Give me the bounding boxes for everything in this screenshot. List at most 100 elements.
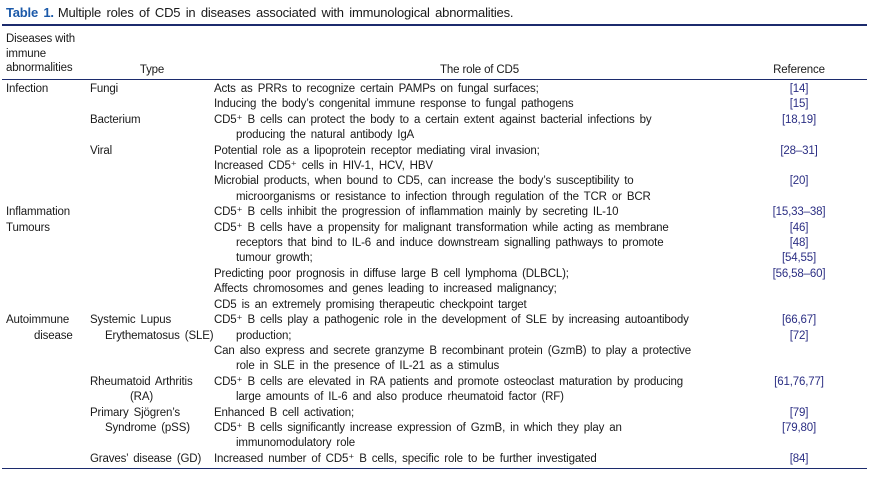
cell-reference[interactable]: [72] (789, 329, 809, 342)
table-caption-label: Table 1. (6, 5, 54, 20)
table-row: (RA) large amounts of IL-6 and also produ… (6, 390, 867, 405)
column-header-diseases-line1: Diseases with (6, 33, 75, 46)
cell-reference[interactable]: [28–31] (780, 144, 818, 157)
column-header-diseases-line3: abnormalities (6, 62, 73, 75)
cell-reference[interactable]: [46] (789, 221, 809, 234)
cell-disease (6, 251, 90, 266)
table-row: Viral Potential role as a lipoprotein rec… (6, 144, 867, 159)
cell-reference[interactable]: [84] (789, 452, 809, 465)
table-row: Syndrome (pSS) CD5⁺ B cells significantly… (6, 421, 867, 436)
cell-reference[interactable]: [79,80] (781, 421, 817, 434)
table-row: tumour growth; [54,55] (6, 251, 867, 266)
table-caption-text: Multiple roles of CD5 in diseases associ… (57, 5, 514, 20)
cell-role: Microbial products, when bound to CD5, c… (214, 175, 634, 188)
cell-role: large amounts of IL-6 and also produce r… (236, 391, 564, 404)
cell-reference[interactable]: [20] (789, 175, 809, 188)
cell-type: Rheumatoid Arthritis (90, 375, 193, 388)
column-header-reference: Reference (773, 64, 825, 76)
cell-type (90, 436, 214, 451)
header-rule (2, 79, 867, 80)
table-row: Primary Sjögren’s Enhanced B cell activat… (6, 406, 867, 421)
cell-role: Inducing the body’s congenital immune re… (214, 98, 574, 111)
cell-reference[interactable]: [79] (789, 406, 809, 419)
table-row: Inducing the body’s congenital immune re… (6, 97, 867, 112)
cell-role: Enhanced B cell activation; (214, 406, 355, 419)
table-row: role in SLE in the presence of IL-21 as … (6, 359, 867, 374)
table-row: Predicting poor prognosis in diffuse lar… (6, 267, 867, 282)
cell-type (90, 282, 214, 297)
cell-disease (6, 452, 90, 467)
cell-reference[interactable]: [48] (789, 237, 809, 250)
cell-reference[interactable]: [66,67] (781, 314, 817, 327)
cell-role: CD5⁺ B cells play a pathogenic role in t… (214, 314, 689, 327)
cell-reference[interactable]: [54,55] (781, 252, 817, 265)
top-rule (2, 24, 867, 26)
cell-disease (6, 174, 90, 189)
cell-reference[interactable]: [15] (789, 98, 809, 111)
cell-role: CD5⁺ B cells can protect the body to a c… (214, 113, 652, 126)
table-row: Inflammation CD5⁺ B cells inhibit the pro… (6, 205, 867, 220)
cell-disease: Inflammation (6, 206, 71, 219)
cell-disease (6, 282, 90, 297)
cell-type: Primary Sjögren’s (90, 406, 180, 419)
cell-type (90, 267, 214, 282)
cell-type: Syndrome (pSS) (105, 421, 190, 434)
cell-reference[interactable]: [14] (789, 83, 809, 95)
cell-disease (6, 267, 90, 282)
cell-reference (745, 282, 867, 297)
cell-type (90, 205, 214, 220)
column-header-diseases: Diseases with immune abnormalities (6, 32, 90, 76)
cell-role: CD5⁺ B cells are elevated in RA patients… (214, 375, 684, 388)
column-header-diseases-line2: immune (6, 47, 47, 60)
cell-disease (6, 298, 90, 313)
table-row: microorganisms or resistance to infectio… (6, 190, 867, 205)
cell-type (90, 344, 214, 359)
cell-disease (6, 375, 90, 390)
table-row: Affects chromosomes and genes leading to… (6, 282, 867, 297)
cell-reference (745, 359, 867, 374)
cell-role: CD5⁺ B cells have a propensity for malig… (214, 221, 669, 234)
cell-type (90, 190, 214, 205)
table-row: producing the natural antibody IgA (6, 128, 867, 143)
cell-role: Increased number of CD5⁺ B cells, specif… (214, 452, 597, 465)
cell-disease: Tumours (6, 221, 50, 234)
table-row: Bacterium CD5⁺ B cells can protect the bo… (6, 113, 867, 128)
cell-reference[interactable]: [61,76,77] (774, 375, 824, 388)
cell-reference (745, 436, 867, 451)
table-row: Autoimmune Systemic Lupus CD5⁺ B cells pla… (6, 313, 867, 328)
cell-reference (745, 190, 867, 205)
cell-reference (745, 298, 867, 313)
cell-type (90, 236, 214, 251)
cell-disease (6, 159, 90, 174)
cell-type (90, 221, 214, 236)
cell-role: CD5⁺ B cells significantly increase expr… (214, 421, 622, 434)
table-row: CD5 is an extremely promising therapeuti… (6, 298, 867, 313)
cell-reference[interactable]: [15,33–38] (772, 206, 826, 219)
cell-role: microorganisms or resistance to infectio… (236, 190, 651, 203)
cell-disease: Infection (6, 83, 49, 95)
cell-reference[interactable]: [18,19] (781, 113, 817, 126)
bottom-rule (2, 468, 867, 470)
cell-disease (6, 390, 90, 405)
cell-role: receptors that bind to IL-6 and induce d… (236, 237, 664, 250)
cell-type (90, 298, 214, 313)
table-row: Rheumatoid Arthritis CD5⁺ B cells are ele… (6, 375, 867, 390)
column-header-type: Type (139, 64, 165, 76)
cell-role: production; (236, 329, 292, 342)
table-row: Tumours CD5⁺ B cells have a propensity fo… (6, 221, 867, 236)
cell-type: Viral (90, 144, 113, 157)
cell-type (90, 159, 214, 174)
cell-disease: disease (34, 329, 73, 342)
cell-role: CD5 is an extremely promising therapeuti… (214, 298, 527, 311)
cell-type: Systemic Lupus (90, 314, 172, 327)
cell-type (90, 97, 214, 112)
cell-reference[interactable]: [56,58–60] (772, 267, 826, 280)
cell-type (90, 251, 214, 266)
cell-disease (6, 128, 90, 143)
table-caption: Table 1. Multiple roles of CD5 in disease… (2, 0, 867, 20)
table-row: Can also express and secrete granzyme B … (6, 344, 867, 359)
table-row: Increased CD5⁺ cells in HIV-1, HCV, HBV (6, 159, 867, 174)
cell-role: Affects chromosomes and genes leading to… (214, 283, 557, 296)
cell-disease (6, 359, 90, 374)
cell-role: CD5⁺ B cells inhibit the progression of … (214, 206, 619, 219)
